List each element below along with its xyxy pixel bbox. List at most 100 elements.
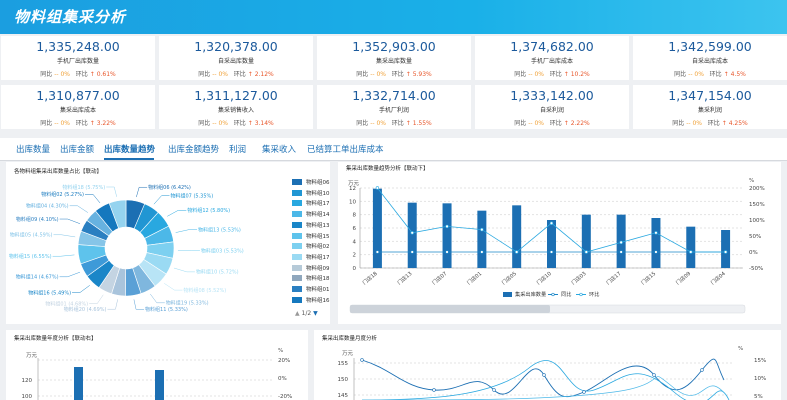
- kpi-value: 1,335,248.00: [36, 39, 120, 54]
- mom-point[interactable]: [514, 250, 519, 254]
- kpi-card: 1,335,248.00 手机厂出库数量 同比 -- 0% 环比 ↑ 0.61%: [1, 36, 155, 80]
- mom-point[interactable]: [549, 221, 554, 225]
- monthly-point[interactable]: [582, 390, 586, 394]
- mom-point[interactable]: [689, 250, 693, 254]
- app-header: 物料组集采分析: [0, 0, 787, 34]
- y-tick-label: 150: [338, 377, 349, 383]
- bar[interactable]: [442, 203, 452, 268]
- yoy-point[interactable]: [375, 250, 380, 254]
- kpi-value: 1,342,599.00: [668, 39, 752, 54]
- bar[interactable]: [686, 226, 696, 268]
- tab-1[interactable]: 出库数量: [16, 145, 51, 155]
- monthly-point[interactable]: [700, 368, 704, 372]
- yoy-point[interactable]: [445, 250, 449, 254]
- monthly-line[interactable]: [361, 358, 725, 398]
- monthly-mom-line[interactable]: [373, 376, 727, 400]
- tab-2[interactable]: 出库金额: [60, 145, 95, 155]
- bar[interactable]: [407, 202, 417, 268]
- bar[interactable]: [651, 218, 661, 268]
- zoom-slider-handle[interactable]: [350, 305, 550, 313]
- monthly-yoy-line[interactable]: [361, 360, 730, 400]
- monthly-point[interactable]: [360, 358, 364, 362]
- bar[interactable]: [547, 220, 556, 268]
- mom-point[interactable]: [480, 227, 484, 232]
- leader-line: [173, 267, 195, 273]
- mom-point[interactable]: [410, 231, 414, 235]
- legend-label: 物料组02: [306, 244, 330, 251]
- mom-point[interactable]: [723, 250, 728, 254]
- mom-label: 环比: [233, 120, 246, 127]
- mom-point[interactable]: [445, 224, 449, 229]
- yoy-value: -- 0%: [528, 71, 545, 78]
- yoy-point[interactable]: [654, 250, 658, 254]
- yoy-point[interactable]: [410, 250, 414, 254]
- yoy-point[interactable]: [619, 250, 623, 254]
- bar[interactable]: [721, 230, 731, 268]
- leader-line: [53, 234, 76, 238]
- annual-chart[interactable]: 万元% 120 100 20% 0% -20%: [6, 330, 308, 400]
- mom-point[interactable]: [619, 240, 623, 245]
- kpi-value: 1,347,154.00: [668, 88, 752, 103]
- mom-label: 环比: [549, 71, 562, 78]
- y-tick-label: 100: [22, 394, 33, 400]
- bar-chart[interactable]: 万元 % 12 10 8 6 4 2 0 200% 150% 100% 50% 0% -50% 门店18 门店1…: [338, 162, 781, 324]
- mom-value: ↑ 10.2%: [563, 71, 590, 78]
- active-tab-underline: [104, 158, 154, 160]
- y-tick-label: 10: [349, 199, 356, 205]
- slice-label: 物料组02 (5.27%): [41, 191, 84, 198]
- leader-line: [69, 205, 89, 213]
- bar[interactable]: [74, 367, 83, 400]
- y-tick-label: 2: [353, 253, 357, 259]
- pager-prev-icon[interactable]: ▲: [295, 310, 300, 317]
- mom-point[interactable]: [584, 250, 589, 254]
- yoy-point[interactable]: [480, 250, 484, 254]
- mom-point[interactable]: [654, 231, 658, 235]
- slice-label: 物料组14 (4.67%): [16, 274, 59, 281]
- kpi-label: 集采出库数量: [375, 58, 412, 65]
- bar[interactable]: [155, 370, 164, 400]
- tab-5[interactable]: 利润: [229, 145, 247, 155]
- leader-line: [85, 194, 101, 204]
- y2-tick-label: 100%: [749, 218, 765, 224]
- monthly-point[interactable]: [432, 388, 436, 392]
- bar[interactable]: [512, 205, 522, 268]
- yoy-label: 同比: [198, 71, 211, 78]
- donut-chart[interactable]: 物料组06 (6.42%) 物料组07 (5.35%) 物料组12 (5.80%) 物…: [6, 174, 276, 324]
- kpi-card: 1,320,378.00 自采出库数量 同比 -- 0% 环比 ↑ 2.12%: [159, 36, 313, 80]
- yoy-value: -- 0%: [528, 120, 545, 127]
- yoy-label: 同比: [672, 120, 685, 127]
- monthly-point[interactable]: [542, 373, 546, 377]
- yoy-label: 同比: [514, 71, 527, 78]
- kpi-label: 集采销售收入: [217, 107, 254, 114]
- bar[interactable]: [477, 210, 487, 268]
- leader-line: [164, 283, 183, 291]
- y-tick-label: 12: [349, 186, 356, 192]
- mom-point[interactable]: [375, 186, 380, 190]
- slice-label: 物料组10 (5.72%): [196, 269, 239, 276]
- monthly-chart[interactable]: 万元%15515014514015%10%5%0%: [314, 330, 781, 400]
- tab-4[interactable]: 出库金额趋势: [168, 145, 220, 155]
- monthly-point[interactable]: [652, 373, 656, 377]
- donut-slice[interactable]: [108, 199, 127, 229]
- tab-7[interactable]: 已结算工单出库成本: [307, 145, 384, 155]
- bar[interactable]: [581, 214, 591, 268]
- pager-next-icon[interactable]: ▼: [313, 310, 318, 317]
- mom-value: ↑ 1.55%: [405, 120, 432, 127]
- kpi-label: 手机厂利润: [378, 107, 409, 114]
- tab-3[interactable]: 出库数量趋势: [104, 145, 156, 155]
- x-tick-label: 门店18: [361, 269, 379, 286]
- kpi-value: 1,352,903.00: [352, 39, 436, 54]
- x-tick-label: 门店10: [535, 269, 553, 286]
- kpi-compare: 同比 -- 0% 环比 ↑ 4.5%: [633, 69, 787, 78]
- yoy-value: -- 0%: [212, 120, 229, 127]
- kpi-card: 1,333,142.00 自采利润 同比 -- 0% 环比 ↑ 2.22%: [475, 85, 629, 129]
- legend-pager[interactable]: ▲ 1/2 ▼: [295, 310, 318, 317]
- bar[interactable]: [372, 188, 382, 268]
- kpi-compare: 同比 -- 0% 环比 ↑ 10.2%: [475, 69, 629, 78]
- monthly-point[interactable]: [492, 388, 496, 392]
- kpi-compare: 同比 -- 0% 环比 ↑ 0.61%: [1, 69, 155, 78]
- kpi-compare: 同比 -- 0% 环比 ↑ 3.14%: [159, 118, 313, 127]
- yoy-point[interactable]: [549, 250, 554, 254]
- tab-6[interactable]: 集采收入: [262, 145, 297, 155]
- donut-title: 各物料组集采出库数量占比【联动】: [14, 169, 103, 175]
